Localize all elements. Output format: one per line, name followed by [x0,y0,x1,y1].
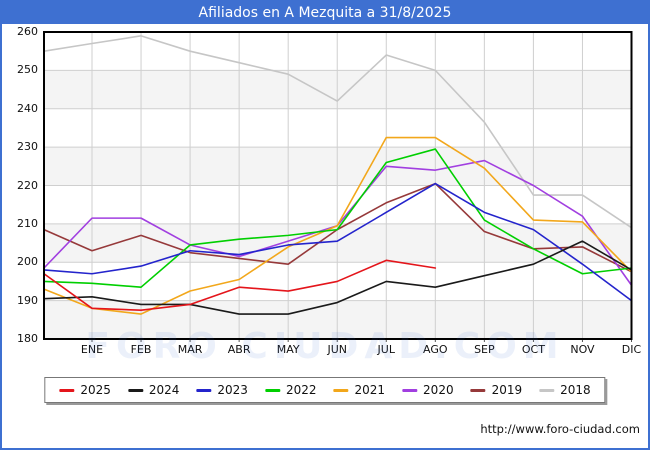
x-tick-label-ago: AGO [423,343,448,356]
x-tick-label-abr: ABR [227,343,251,356]
x-tick-label-nov: NOV [570,343,595,356]
legend-label: 2021 [354,383,386,397]
legend-dash-icon [127,388,143,392]
chart-legend: 2025 2024 2023 2022 2021 2020 2019 2018 [44,377,606,403]
x-tick-label-jun: JUN [327,343,347,356]
legend-item-2018: 2018 [539,383,591,397]
chart-title-bar: Afiliados en A Mezquita a 31/8/2025 [2,2,648,24]
y-tick-label-190: 190 [17,293,38,307]
y-tick-label-220: 220 [17,178,38,192]
legend-item-2024: 2024 [127,383,180,397]
series-line-2021 [43,136,633,315]
y-tick-label-180: 180 [17,332,38,345]
x-tick-label-sep: SEP [474,343,495,356]
legend-dash-icon [264,388,280,392]
series-line-2025 [43,259,437,312]
legend-dash-icon [470,388,486,392]
source-url: http://www.foro-ciudad.com [480,422,640,436]
y-tick-label-210: 210 [17,216,38,230]
legend-dash-icon [196,388,212,392]
x-tick-label-may: MAY [276,343,300,356]
legend-label: 2023 [217,383,248,397]
x-tick-label-mar: MAR [177,343,203,356]
y-tick-label-240: 240 [17,101,38,115]
legend-label: 2025 [80,383,111,397]
series-line-2018 [43,35,633,229]
legend-item-2021: 2021 [333,383,386,397]
legend-dash-icon [539,388,555,392]
y-tick-label-200: 200 [17,255,38,269]
legend-item-2020: 2020 [402,383,454,397]
y-tick-label-260: 260 [17,25,38,38]
legend-item-2019: 2019 [470,383,523,397]
chart-title: Afiliados en A Mezquita a 31/8/2025 [198,5,452,21]
series-line-2023 [43,182,633,302]
legend-dash-icon [402,388,418,392]
legend-item-2022: 2022 [264,383,317,397]
y-tick-label-230: 230 [17,140,38,154]
legend-dash-icon [333,388,349,392]
legend-dash-icon [59,388,75,392]
x-tick-label-dic: DIC [621,343,642,356]
y-tick-label-250: 250 [17,63,38,77]
x-tick-label-oct: OCT [521,343,545,356]
x-tick-label-ene: ENE [80,343,104,356]
watermark: FORO CIUDAD.COM [85,326,565,367]
legend-label: 2020 [423,383,454,397]
legend-item-2025: 2025 [59,383,111,397]
series-line-2022 [43,148,633,288]
legend-item-2023: 2023 [196,383,248,397]
legend-label: 2019 [491,383,523,397]
legend-label: 2022 [285,383,317,397]
legend-label: 2018 [560,383,591,397]
legend-label: 2024 [148,383,180,397]
series-line-2024 [43,240,633,315]
x-tick-label-jul: JUL [377,343,395,356]
x-tick-label-feb: FEB [130,343,152,356]
